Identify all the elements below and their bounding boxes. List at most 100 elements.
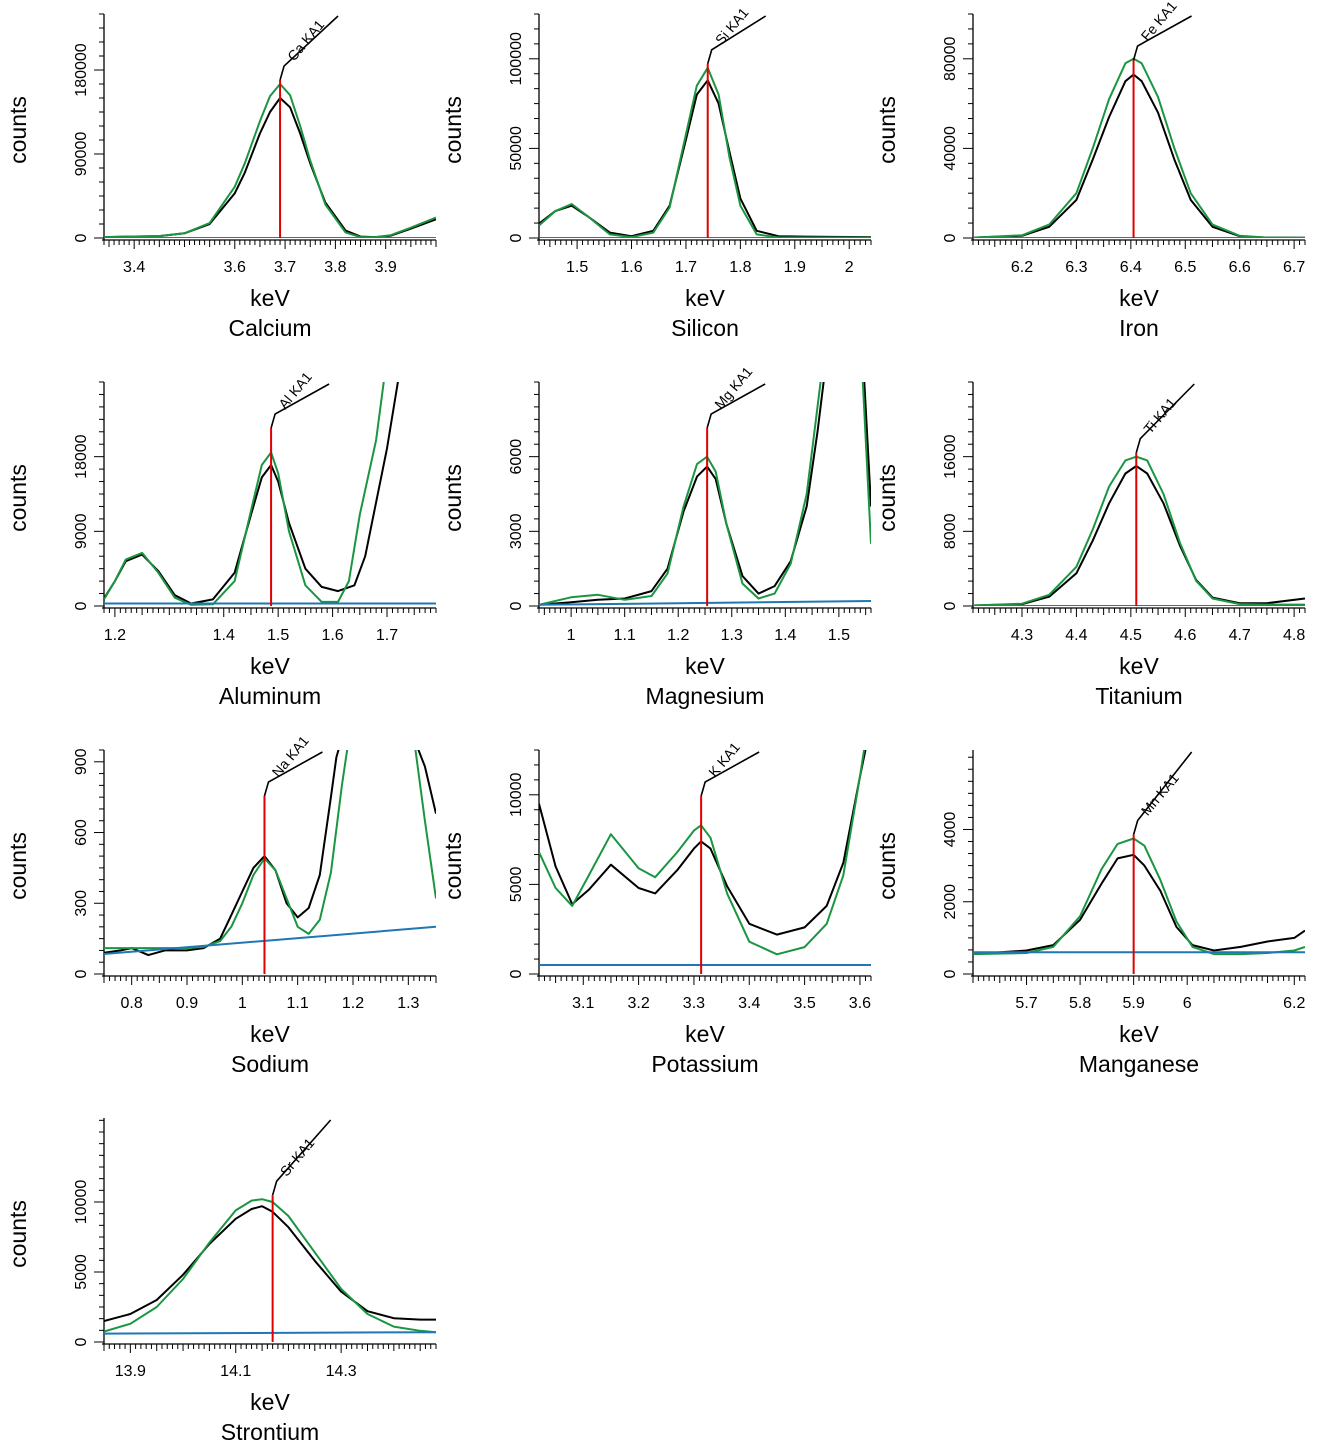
plot-area <box>973 837 1305 956</box>
chart-title: Sodium <box>231 1051 309 1077</box>
x-tick-label: 5.7 <box>1015 995 1037 1012</box>
y-tick-label: 90000 <box>73 132 90 177</box>
plot-area <box>539 66 871 238</box>
peak-label: Sr KA1 <box>277 1135 318 1179</box>
x-tick-label: 14.1 <box>220 1363 251 1380</box>
plot-area <box>104 382 436 606</box>
y-axis-label: counts <box>5 96 31 164</box>
peak-label: Si KA1 <box>712 4 752 47</box>
plot-area <box>104 1198 436 1335</box>
x-axis-label: keV <box>1119 285 1159 311</box>
x-tick-label: 3.4 <box>123 259 145 276</box>
y-axis-label: counts <box>5 832 31 900</box>
plot-area <box>539 382 871 606</box>
x-tick-label: 4.4 <box>1065 627 1087 644</box>
peak-leader-line <box>706 383 766 429</box>
x-axis-label: keV <box>1119 653 1159 679</box>
x-axis-label: keV <box>250 1389 290 1415</box>
x-tick-label: 1.5 <box>267 627 289 644</box>
series-line-measured <box>104 1205 436 1322</box>
series-line-background <box>104 925 436 955</box>
x-tick-label: 6.5 <box>1174 259 1196 276</box>
y-tick-label: 100000 <box>508 32 525 85</box>
series-line-fit <box>973 837 1305 956</box>
x-tick-label: 4.3 <box>1011 627 1033 644</box>
x-tick-label: 3.6 <box>849 995 871 1012</box>
x-tick-label: 1.8 <box>729 259 751 276</box>
x-tick-label: 2 <box>845 259 854 276</box>
chart-title: Calcium <box>228 315 311 341</box>
x-tick-label: 1.3 <box>721 627 743 644</box>
x-tick-label: 1.4 <box>774 627 796 644</box>
chart-panel-potassium: 3.1 3.2 3.3 3.4 3.5 3.6 0 5000 10000 K KA1 counts k… <box>440 739 872 1077</box>
plot-area <box>973 57 1305 238</box>
chart-title: Manganese <box>1079 1051 1199 1077</box>
y-tick-label: 0 <box>73 969 90 978</box>
series-line-background <box>539 600 871 606</box>
x-tick-label: 3.2 <box>627 995 649 1012</box>
y-tick-label: 0 <box>942 601 959 610</box>
x-tick-label: 1 <box>238 995 247 1012</box>
peak-leader-line <box>270 383 330 429</box>
x-tick-label: 13.9 <box>115 1363 146 1380</box>
x-tick-label: 1.2 <box>342 995 364 1012</box>
peak-leader-line <box>1132 751 1193 835</box>
y-tick-label: 6000 <box>508 439 525 475</box>
x-tick-label: 6.2 <box>1011 259 1033 276</box>
series-line-fit <box>539 382 871 606</box>
x-tick-label: 1.6 <box>321 627 343 644</box>
series-line-measured <box>973 465 1305 606</box>
chart-title: Aluminum <box>219 683 321 709</box>
y-axis-label: counts <box>440 464 466 532</box>
peak-label: Ti KA1 <box>1140 394 1179 436</box>
peak-leader-line <box>279 15 339 81</box>
peak-label: Fe KA1 <box>1138 0 1180 44</box>
series-line-measured <box>973 73 1305 238</box>
chart-panel-calcium: 3.4 3.6 3.7 3.8 3.9 0 90000 180000 Ca KA1 counts k… <box>5 13 437 341</box>
x-tick-label: 4.7 <box>1229 627 1251 644</box>
y-tick-label: 0 <box>73 1337 90 1346</box>
x-tick-label: 1.5 <box>566 259 588 276</box>
y-tick-label: 10000 <box>73 1180 90 1225</box>
y-tick-label: 0 <box>73 601 90 610</box>
chart-title: Titanium <box>1095 683 1182 709</box>
chart-panel-manganese: 5.7 5.8 5.9 6 6.2 0 2000 4000 Mn KA1 counts keV Man… <box>874 750 1306 1077</box>
chart-title: Potassium <box>651 1051 758 1077</box>
y-tick-label: 50000 <box>508 126 525 171</box>
x-tick-label: 14.3 <box>326 1363 357 1380</box>
series-line-background <box>104 1331 436 1335</box>
peak-label: Al KA1 <box>275 369 315 412</box>
peak-leader-line <box>700 751 760 797</box>
y-tick-label: 5000 <box>508 867 525 903</box>
series-line-measured <box>104 382 399 605</box>
chart-title: Magnesium <box>646 683 765 709</box>
y-axis-label: counts <box>5 1200 31 1268</box>
series-line-fit <box>539 750 866 956</box>
y-axis-label: counts <box>874 464 900 532</box>
x-axis-label: keV <box>685 1021 725 1047</box>
y-tick-label: 600 <box>73 819 90 846</box>
y-tick-label: 0 <box>508 969 525 978</box>
y-tick-label: 0 <box>508 601 525 610</box>
chart-panel-strontium: 13.9 14.1 14.3 0 5000 10000 Sr KA1 counts keV Str… <box>5 1118 437 1445</box>
x-tick-label: 3.9 <box>375 259 397 276</box>
y-tick-label: 18000 <box>73 434 90 479</box>
series-line-fit <box>104 1198 436 1334</box>
x-axis-label: keV <box>685 653 725 679</box>
x-tick-label: 5.9 <box>1123 995 1145 1012</box>
x-axis-label: keV <box>1119 1021 1159 1047</box>
x-axis-label: keV <box>250 1021 290 1047</box>
plot-area <box>973 455 1305 606</box>
x-axis-label: keV <box>250 653 290 679</box>
chart-panel-magnesium: 1 1.1 1.2 1.3 1.4 1.5 0 3000 6000 Mg KA1 counts keV… <box>440 363 872 709</box>
x-tick-label: 6 <box>1183 995 1192 1012</box>
x-tick-label: 1.7 <box>376 627 398 644</box>
peak-label: Ca KA1 <box>284 17 327 64</box>
peak-leader-line <box>1135 383 1195 453</box>
peak-leader-line <box>263 751 323 797</box>
y-tick-label: 0 <box>942 969 959 978</box>
y-tick-label: 5000 <box>73 1254 90 1290</box>
x-tick-label: 3.1 <box>572 995 594 1012</box>
y-axis-label: counts <box>5 464 31 532</box>
